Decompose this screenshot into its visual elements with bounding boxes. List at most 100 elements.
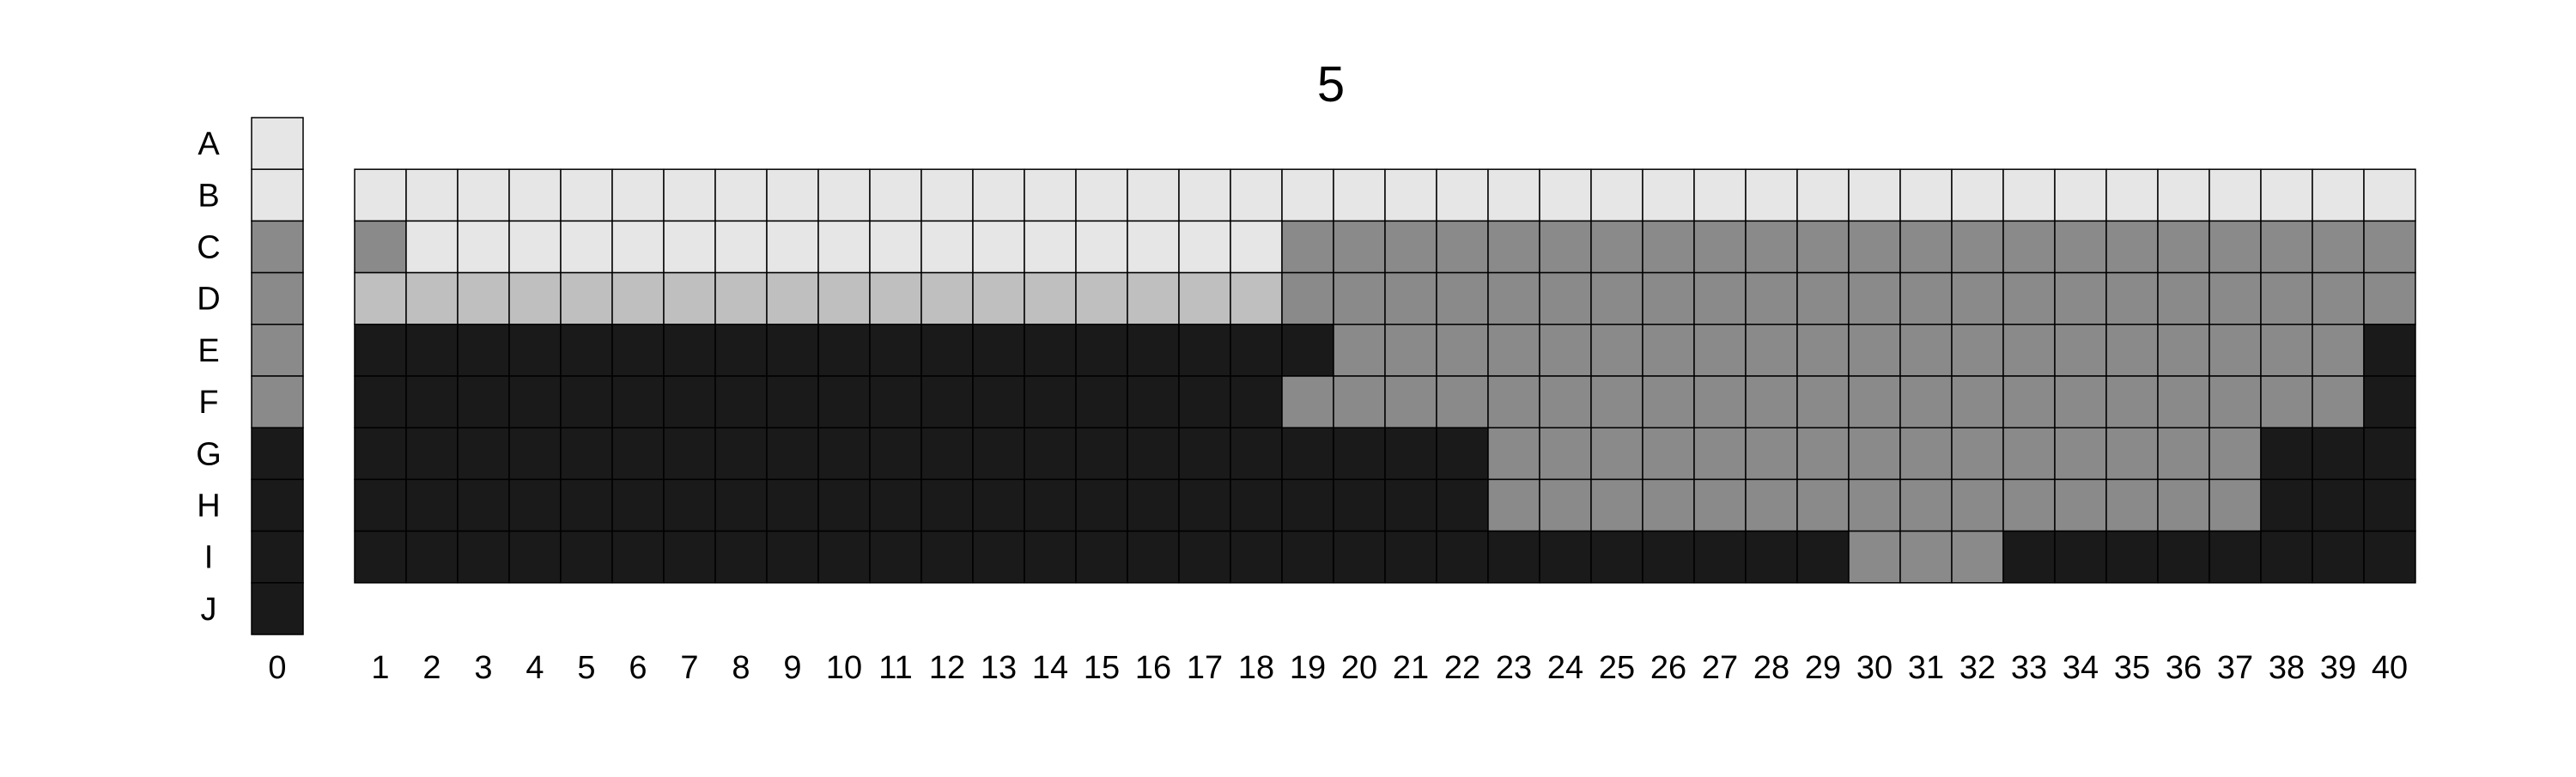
cell-i-35 — [2105, 530, 2159, 584]
cell-f-22 — [1436, 375, 1489, 428]
cell-i-13 — [972, 530, 1025, 584]
row-label-d: D — [197, 282, 220, 318]
cell-e-22 — [1436, 324, 1489, 377]
cell-f-37 — [2208, 375, 2262, 428]
cell-d-39 — [2312, 271, 2365, 325]
cell-f-2 — [405, 375, 459, 428]
cell-f-9 — [766, 375, 819, 428]
cell-d-17 — [1178, 271, 1231, 325]
col-label-28: 28 — [1753, 650, 1789, 686]
cell-d-27 — [1693, 271, 1747, 325]
cell-h-14 — [1024, 478, 1077, 532]
cell-c-34 — [2054, 220, 2107, 274]
cell-d-30 — [1848, 271, 1901, 325]
cell-b-28 — [1745, 168, 1798, 222]
cell-c-14 — [1024, 220, 1077, 274]
cell-c-3 — [457, 220, 510, 274]
cell-h-6 — [611, 478, 665, 532]
cell-i-26 — [1642, 530, 1695, 584]
cell-c-8 — [714, 220, 768, 274]
cell-b-40 — [2363, 168, 2416, 222]
cell-e-40 — [2363, 324, 2416, 377]
cell-b-30 — [1848, 168, 1901, 222]
cell-c-35 — [2105, 220, 2159, 274]
cell-c-38 — [2260, 220, 2313, 274]
row-label-f: F — [198, 385, 218, 421]
cell-c-37 — [2208, 220, 2262, 274]
cell-b-24 — [1539, 168, 1592, 222]
cell-f-30 — [1848, 375, 1901, 428]
cell-i-37 — [2208, 530, 2262, 584]
cell-e-17 — [1178, 324, 1231, 377]
cell-g-21 — [1384, 427, 1437, 481]
cell-g-38 — [2260, 427, 2313, 481]
cell-e-13 — [972, 324, 1025, 377]
col-label-17: 17 — [1187, 650, 1223, 686]
row-label-b: B — [197, 178, 219, 214]
cell-b-29 — [1796, 168, 1850, 222]
cell-d-14 — [1024, 271, 1077, 325]
cell-h-15 — [1075, 478, 1128, 532]
cell-f-40 — [2363, 375, 2416, 428]
col-label-8: 8 — [732, 650, 750, 686]
cell-g-11 — [869, 427, 922, 481]
cell-i-31 — [1899, 530, 1953, 584]
row-label-e: E — [197, 333, 219, 369]
cell-f-39 — [2312, 375, 2365, 428]
cell-e-3 — [457, 324, 510, 377]
row-label-j: J — [201, 592, 217, 628]
ref-cell-i — [251, 530, 304, 584]
cell-h-8 — [714, 478, 768, 532]
cell-e-10 — [817, 324, 871, 377]
cell-i-19 — [1281, 530, 1334, 584]
cell-i-7 — [663, 530, 716, 584]
cell-f-24 — [1539, 375, 1592, 428]
cell-h-39 — [2312, 478, 2365, 532]
cell-g-34 — [2054, 427, 2107, 481]
cell-h-40 — [2363, 478, 2416, 532]
cell-b-1 — [354, 168, 407, 222]
cell-d-9 — [766, 271, 819, 325]
cell-i-27 — [1693, 530, 1747, 584]
cell-g-39 — [2312, 427, 2365, 481]
cell-c-36 — [2157, 220, 2210, 274]
cell-d-33 — [2002, 271, 2056, 325]
col-label-23: 23 — [1496, 650, 1532, 686]
cell-e-14 — [1024, 324, 1077, 377]
cell-b-35 — [2105, 168, 2159, 222]
cell-e-21 — [1384, 324, 1437, 377]
cell-g-7 — [663, 427, 716, 481]
cell-i-28 — [1745, 530, 1798, 584]
col-label-16: 16 — [1135, 650, 1171, 686]
cell-i-3 — [457, 530, 510, 584]
cell-e-18 — [1230, 324, 1283, 377]
cell-g-33 — [2002, 427, 2056, 481]
cell-f-35 — [2105, 375, 2159, 428]
cell-e-25 — [1590, 324, 1643, 377]
cell-i-24 — [1539, 530, 1592, 584]
cell-d-38 — [2260, 271, 2313, 325]
cell-i-16 — [1127, 530, 1180, 584]
cell-i-1 — [354, 530, 407, 584]
cell-c-18 — [1230, 220, 1283, 274]
cell-f-15 — [1075, 375, 1128, 428]
cell-e-29 — [1796, 324, 1850, 377]
ref-cell-j — [251, 582, 304, 635]
cell-h-10 — [817, 478, 871, 532]
cell-e-32 — [1951, 324, 2004, 377]
cell-e-8 — [714, 324, 768, 377]
ref-cell-c — [251, 220, 304, 274]
cell-h-28 — [1745, 478, 1798, 532]
cell-d-5 — [560, 271, 613, 325]
cell-e-1 — [354, 324, 407, 377]
col-label-32: 32 — [1959, 650, 1996, 686]
cell-h-23 — [1487, 478, 1540, 532]
cell-g-17 — [1178, 427, 1231, 481]
cell-h-4 — [508, 478, 562, 532]
cell-f-20 — [1333, 375, 1386, 428]
cell-c-19 — [1281, 220, 1334, 274]
cell-e-36 — [2157, 324, 2210, 377]
cell-f-10 — [817, 375, 871, 428]
